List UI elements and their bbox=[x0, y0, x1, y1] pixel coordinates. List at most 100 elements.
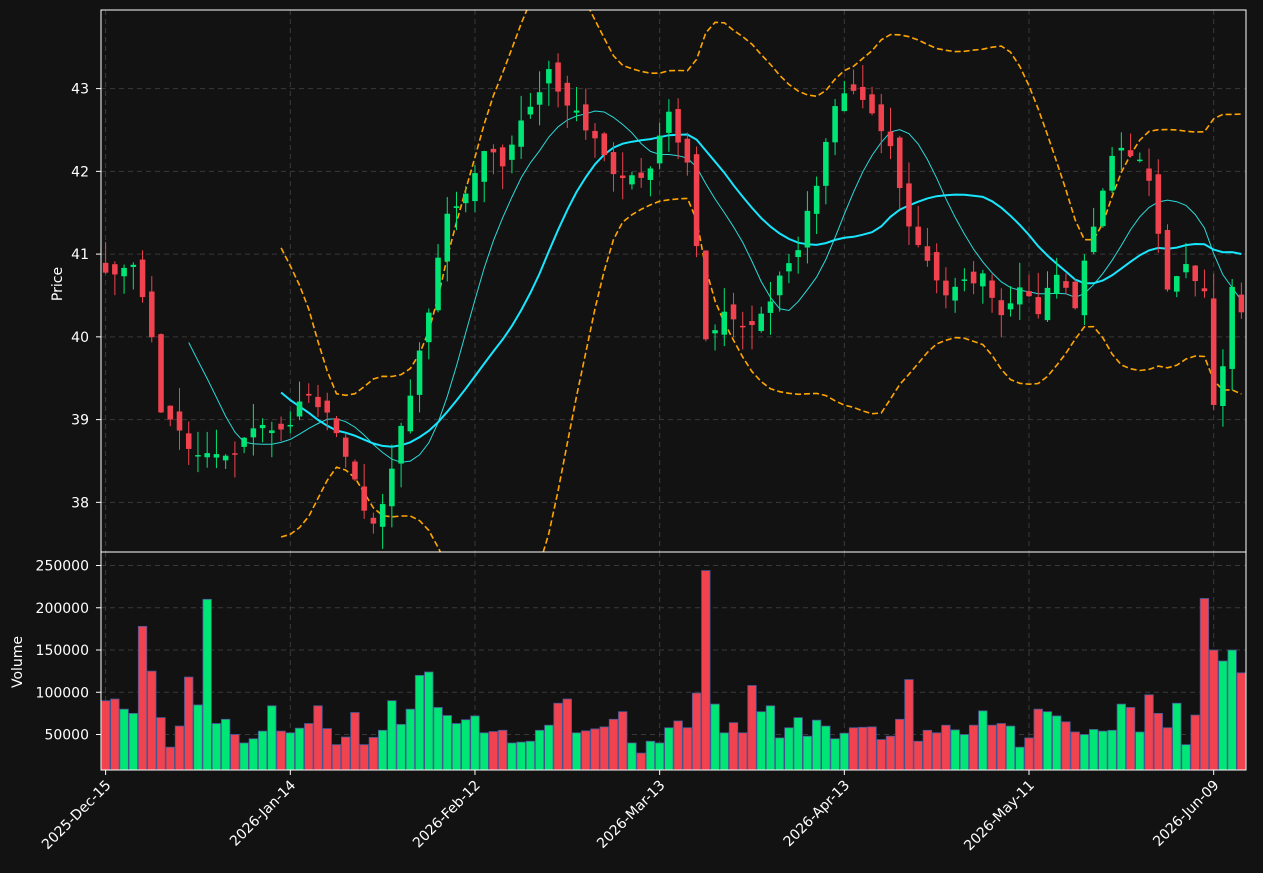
volume-bar bbox=[230, 734, 240, 771]
volume-bar bbox=[1190, 714, 1200, 771]
volume-bar bbox=[424, 671, 434, 771]
candle-body bbox=[869, 94, 875, 114]
candle-body bbox=[453, 206, 460, 208]
volume-bar bbox=[331, 744, 342, 771]
candle-body bbox=[1017, 287, 1023, 305]
candle-body bbox=[204, 453, 210, 458]
candle-body bbox=[121, 267, 127, 277]
candle-body bbox=[149, 291, 155, 338]
candle-body bbox=[666, 111, 672, 133]
volume-bar bbox=[784, 727, 794, 771]
candle-body bbox=[850, 84, 857, 91]
volume-bar bbox=[414, 674, 425, 771]
candle-body bbox=[915, 226, 921, 246]
volume-bar bbox=[655, 742, 665, 771]
candle-body bbox=[546, 69, 552, 84]
volume-bar bbox=[1107, 729, 1117, 771]
volume-bar bbox=[858, 726, 868, 771]
volume-bar bbox=[193, 704, 203, 771]
volume-bar bbox=[257, 730, 268, 771]
candle-body bbox=[195, 455, 201, 457]
candle-body bbox=[675, 109, 681, 143]
candle-body bbox=[389, 468, 395, 507]
candle-body bbox=[943, 280, 949, 296]
candle-body bbox=[629, 175, 635, 185]
volume-bar bbox=[1209, 649, 1219, 771]
candle-body bbox=[684, 138, 691, 163]
volume-bar bbox=[387, 700, 397, 771]
candle-body bbox=[315, 396, 321, 408]
candle-body bbox=[1035, 297, 1042, 315]
candle-body bbox=[592, 130, 598, 139]
volume-bar bbox=[571, 732, 582, 771]
volume-bar bbox=[211, 723, 222, 771]
candle-body bbox=[832, 106, 838, 143]
candle-body bbox=[490, 148, 497, 153]
candle-body bbox=[555, 62, 561, 92]
volume-bar bbox=[581, 730, 591, 771]
candle-body bbox=[933, 252, 940, 281]
candle-body bbox=[416, 350, 423, 395]
volume-bar bbox=[534, 729, 545, 771]
volume-bar bbox=[137, 625, 148, 771]
volume-panel-frame bbox=[100, 551, 1247, 771]
volume-bar bbox=[839, 732, 849, 771]
volume-bar bbox=[608, 718, 619, 771]
candle-body bbox=[398, 425, 404, 464]
candle-body bbox=[878, 104, 885, 132]
volume-bar bbox=[433, 707, 443, 771]
volume-bar bbox=[885, 735, 896, 771]
candle-body bbox=[407, 395, 414, 432]
volume-bar bbox=[100, 700, 111, 771]
candle-body bbox=[1118, 147, 1125, 151]
volume-bar bbox=[516, 741, 526, 771]
volume-bar bbox=[488, 731, 499, 771]
candle-body bbox=[1220, 366, 1226, 407]
volume-bar bbox=[128, 712, 138, 771]
candle-body bbox=[185, 433, 192, 449]
volume-bar bbox=[876, 739, 886, 771]
candle-body bbox=[305, 393, 312, 396]
volume-y-axis: 50000 100000 150000 200000 250000 bbox=[36, 559, 101, 744]
volume-bar bbox=[618, 711, 628, 771]
candle-body bbox=[481, 151, 487, 182]
candle-body bbox=[1007, 303, 1014, 310]
candle-body bbox=[324, 400, 330, 413]
candle-body bbox=[619, 175, 626, 179]
volume-bar bbox=[1052, 715, 1062, 771]
candle-body bbox=[638, 172, 644, 178]
volume-bar bbox=[451, 723, 462, 771]
price-tick-label: 40 bbox=[71, 330, 89, 346]
volume-bar bbox=[1070, 731, 1080, 771]
candle-body bbox=[712, 330, 718, 334]
candle-body bbox=[536, 92, 543, 105]
candle-body bbox=[896, 137, 903, 189]
candle-body bbox=[158, 334, 164, 413]
candle-body bbox=[924, 246, 931, 261]
candle-body bbox=[1072, 281, 1078, 309]
volume-bar bbox=[1162, 727, 1173, 771]
volume-bar bbox=[590, 728, 600, 771]
volume-bar bbox=[775, 737, 785, 771]
candle-body bbox=[813, 185, 820, 214]
volume-bar bbox=[1005, 725, 1016, 771]
volume-bar bbox=[1227, 649, 1237, 771]
volume-bar bbox=[248, 738, 259, 771]
volume-bar bbox=[174, 725, 185, 771]
volume-tick-label: 250000 bbox=[36, 559, 89, 575]
volume-bar bbox=[341, 736, 351, 771]
volume-tick-label: 50000 bbox=[44, 728, 89, 744]
volume-bar bbox=[544, 724, 554, 771]
candle-body bbox=[499, 147, 506, 167]
volume-bar bbox=[691, 692, 702, 771]
volume-bar bbox=[913, 740, 923, 771]
candle-body bbox=[518, 120, 524, 147]
volume-bar bbox=[1116, 703, 1126, 771]
candle-body bbox=[693, 154, 700, 247]
candle-body bbox=[527, 106, 534, 115]
candle-body bbox=[1127, 150, 1134, 156]
volume-bar bbox=[359, 744, 369, 771]
candle-body bbox=[1081, 260, 1088, 316]
volume-bar bbox=[941, 724, 951, 771]
